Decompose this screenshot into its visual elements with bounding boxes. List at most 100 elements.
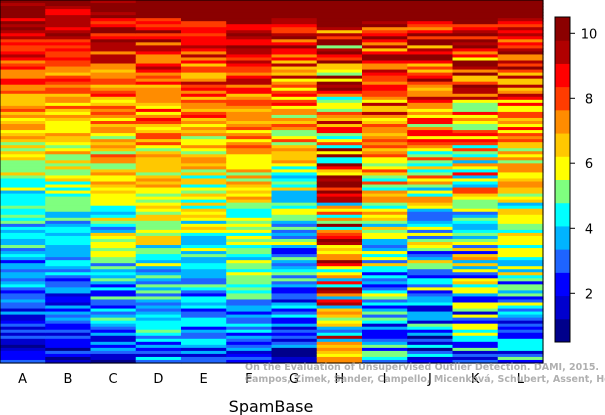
colorbar-swatch [555, 249, 570, 273]
heatmap-cell [90, 208, 137, 213]
heatmap-cell [45, 208, 92, 213]
heatmap-cell [452, 75, 499, 80]
heatmap-cell [362, 341, 408, 346]
heatmap-cell [452, 111, 499, 116]
heatmap-cell [362, 242, 408, 246]
heatmap-cell [45, 229, 92, 234]
heatmap-cell [271, 284, 318, 288]
heatmap-cell [226, 42, 273, 46]
heatmap-cell [0, 24, 46, 28]
heatmap-cell [226, 66, 273, 71]
heatmap-cell [497, 314, 544, 319]
heatmap-cell [181, 335, 227, 340]
heatmap-cell [316, 169, 363, 174]
heatmap-cell [452, 133, 499, 137]
heatmap-cell [316, 151, 363, 155]
heatmap-cell [135, 87, 182, 92]
heatmap-cell [226, 124, 273, 128]
heatmap-cell [407, 254, 454, 258]
heatmap-cell [362, 69, 408, 74]
heatmap-cell [90, 21, 137, 25]
heatmap-cell [407, 290, 454, 295]
heatmap-cell [135, 290, 182, 295]
heatmap-cell [135, 235, 182, 240]
heatmap-cell [407, 245, 454, 249]
heatmap-cell [271, 229, 318, 234]
heatmap-cell [362, 272, 408, 276]
heatmap-cell [181, 12, 227, 16]
heatmap-cell [452, 66, 499, 71]
heatmap-cell [226, 205, 273, 210]
heatmap-cell [45, 293, 92, 298]
heatmap-cell [271, 299, 318, 304]
heatmap-cell [407, 84, 454, 89]
heatmap-cell [362, 199, 408, 204]
heatmap-cell [452, 302, 499, 307]
heatmap-cell [90, 33, 137, 37]
heatmap-cell [271, 320, 318, 325]
heatmap-cell [497, 211, 544, 216]
heatmap-cell [181, 344, 227, 349]
heatmap-cell [181, 332, 227, 337]
heatmap-cell [226, 45, 273, 50]
heatmap-cell [407, 33, 454, 37]
heatmap-cell [271, 87, 318, 92]
heatmap-cell [90, 278, 137, 282]
heatmap-cell [45, 157, 92, 161]
heatmap-cell [497, 214, 544, 219]
heatmap-cell [226, 302, 273, 307]
heatmap-cell [135, 341, 182, 346]
heatmap-cell [0, 187, 46, 192]
heatmap-cell [135, 175, 182, 180]
heatmap-cell [407, 178, 454, 183]
heatmap-cell [362, 235, 408, 240]
heatmap-cell [497, 199, 544, 204]
heatmap-cell [271, 63, 318, 68]
heatmap-cell [135, 275, 182, 279]
heatmap-cell [181, 275, 227, 279]
heatmap-cell [226, 9, 273, 13]
heatmap-cell [497, 84, 544, 89]
heatmap-cell [497, 269, 544, 273]
heatmap-cell [497, 127, 544, 131]
heatmap-cell [45, 78, 92, 83]
heatmap-cell [362, 278, 408, 282]
heatmap-cell [497, 235, 544, 240]
heatmap-cell [497, 81, 544, 86]
heatmap-cell [271, 105, 318, 110]
heatmap-cell [135, 248, 182, 252]
heatmap-cell [181, 72, 227, 77]
heatmap-cell [452, 208, 499, 213]
heatmap-cell [90, 0, 137, 4]
heatmap-cell [226, 114, 273, 119]
heatmap-cell [135, 102, 182, 107]
heatmap-cell [135, 211, 182, 216]
heatmap-cell [181, 93, 227, 98]
heatmap-cell [181, 341, 227, 346]
heatmap-cell [0, 278, 46, 282]
heatmap-cell [362, 269, 408, 273]
heatmap-cell [316, 260, 363, 264]
heatmap-cell [271, 6, 318, 10]
heatmap-cell [135, 21, 182, 25]
heatmap-cell [362, 251, 408, 255]
heatmap-cell [90, 211, 137, 216]
x-tick-label: G [289, 372, 299, 387]
heatmap-cell [271, 196, 318, 201]
heatmap-cell [90, 254, 137, 258]
heatmap-cell [316, 238, 363, 243]
heatmap-cell [362, 114, 408, 119]
heatmap-cell [452, 217, 499, 222]
heatmap-cell [271, 266, 318, 270]
heatmap-cell [0, 157, 46, 161]
heatmap-cell [181, 311, 227, 316]
heatmap-cell [497, 290, 544, 295]
heatmap-cell [181, 142, 227, 146]
heatmap-cell [316, 350, 363, 355]
heatmap-cell [135, 266, 182, 270]
heatmap-cell [316, 54, 363, 59]
heatmap-cell [0, 27, 46, 31]
heatmap-cell [271, 81, 318, 86]
watermark-line-2: Campos, Zimek, Sander, Campello, Micenko… [245, 374, 605, 385]
heatmap-cell [271, 223, 318, 228]
